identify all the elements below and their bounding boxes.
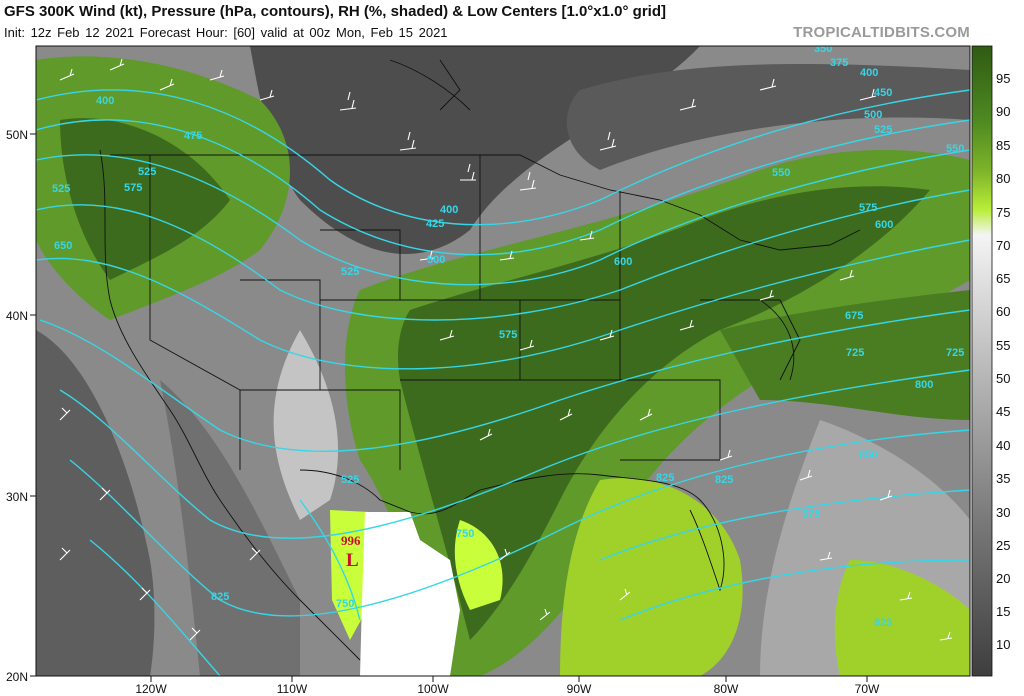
contour-label: 525	[341, 266, 359, 278]
contour-label: 825	[715, 474, 733, 486]
colorbar-label: 25	[996, 538, 1010, 553]
colorbar-label: 85	[996, 138, 1010, 153]
colorbar-label: 35	[996, 471, 1010, 486]
contour-label: 575	[499, 329, 517, 341]
contour-label: 800	[915, 379, 933, 391]
contour-labels: 400 475 525 575 525 650 400 425 500 525 …	[52, 43, 964, 629]
contour-label: 550	[772, 167, 790, 179]
contour-label: 575	[859, 202, 877, 214]
pressure-contours	[36, 89, 970, 676]
colorbar-label: 95	[996, 71, 1010, 86]
contour-label: 525	[138, 166, 156, 178]
contour-label: 750	[336, 598, 354, 610]
colorbar-label: 80	[996, 171, 1010, 186]
contour-label: 825	[656, 472, 674, 484]
contour-label: 825	[874, 617, 892, 629]
colorbar-label: 65	[996, 271, 1010, 286]
colorbar-label: 20	[996, 571, 1010, 586]
contour-label: 500	[864, 109, 882, 121]
lon-label: 110W	[277, 682, 308, 696]
contour-label: 550	[946, 143, 964, 155]
contour-label: 500	[427, 254, 445, 266]
contour-label: 575	[124, 182, 142, 194]
low-pressure-symbol: L	[346, 550, 359, 571]
contour-label: 400	[860, 67, 878, 79]
contour-label: 675	[845, 310, 863, 322]
contour-label: 350	[814, 43, 832, 55]
low-pressure-value: 996	[341, 533, 361, 548]
contour-label: 375	[802, 508, 820, 520]
contour-label: 450	[874, 87, 892, 99]
contour-label: 475	[184, 130, 202, 142]
contour-label: 600	[614, 256, 632, 268]
lat-label: 20N	[6, 670, 28, 684]
colorbar-label: 30	[996, 505, 1010, 520]
contour-label: 400	[440, 204, 458, 216]
brand-watermark: TROPICALTIDBITS.COM	[793, 24, 970, 41]
longitude-axis: 120W 110W 100W 90W 80W 70W	[135, 676, 880, 696]
lon-label: 100W	[417, 682, 449, 696]
map-panel: 400 475 525 575 525 650 400 425 500 525 …	[36, 43, 970, 676]
contour-label: 825	[211, 591, 229, 603]
colorbar-label: 75	[996, 205, 1010, 220]
contour-label: 725	[846, 347, 864, 359]
low-pressure-center[interactable]: 996 L	[341, 533, 361, 571]
latitude-axis: 50N 40N 30N 20N	[6, 128, 36, 684]
lat-label: 40N	[6, 309, 28, 323]
lat-label: 50N	[6, 128, 28, 142]
map-title: GFS 300K Wind (kt), Pressure (hPa, conto…	[4, 3, 666, 20]
contour-label: 725	[946, 347, 964, 359]
wind-barbs	[59, 58, 953, 641]
contour-label: 850	[859, 449, 877, 461]
colorbar-label: 70	[996, 238, 1010, 253]
contour-label: 525	[874, 124, 892, 136]
colorbar-label: 60	[996, 304, 1010, 319]
rh-colorbar: 95 90 85 80 75 70 65 60 55 50 45 40 35 3…	[971, 45, 1010, 677]
colorbar-label: 90	[996, 104, 1010, 119]
map-subtitle: Init: 12z Feb 12 2021 Forecast Hour: [60…	[4, 25, 448, 40]
colorbar-label: 55	[996, 338, 1010, 353]
contour-label: 400	[96, 95, 114, 107]
contour-label: 600	[875, 219, 893, 231]
lon-label: 90W	[567, 682, 592, 696]
boundaries	[99, 59, 861, 661]
lon-label: 120W	[135, 682, 167, 696]
contour-label: 375	[830, 57, 848, 69]
lon-label: 80W	[714, 682, 739, 696]
colorbar-label: 45	[996, 404, 1010, 419]
contour-label: 425	[426, 218, 444, 230]
contour-label: 650	[54, 240, 72, 252]
colorbar-label: 15	[996, 604, 1010, 619]
colorbar-label: 50	[996, 371, 1010, 386]
map-frame	[35, 45, 971, 677]
colorbar-ramp	[971, 45, 993, 677]
contour-label: 525	[52, 183, 70, 195]
contour-label: 750	[456, 528, 474, 540]
colorbar-label: 40	[996, 438, 1010, 453]
lon-label: 70W	[855, 682, 880, 696]
colorbar-label: 10	[996, 637, 1010, 652]
lat-label: 30N	[6, 490, 28, 504]
contour-label: 525	[341, 474, 359, 486]
